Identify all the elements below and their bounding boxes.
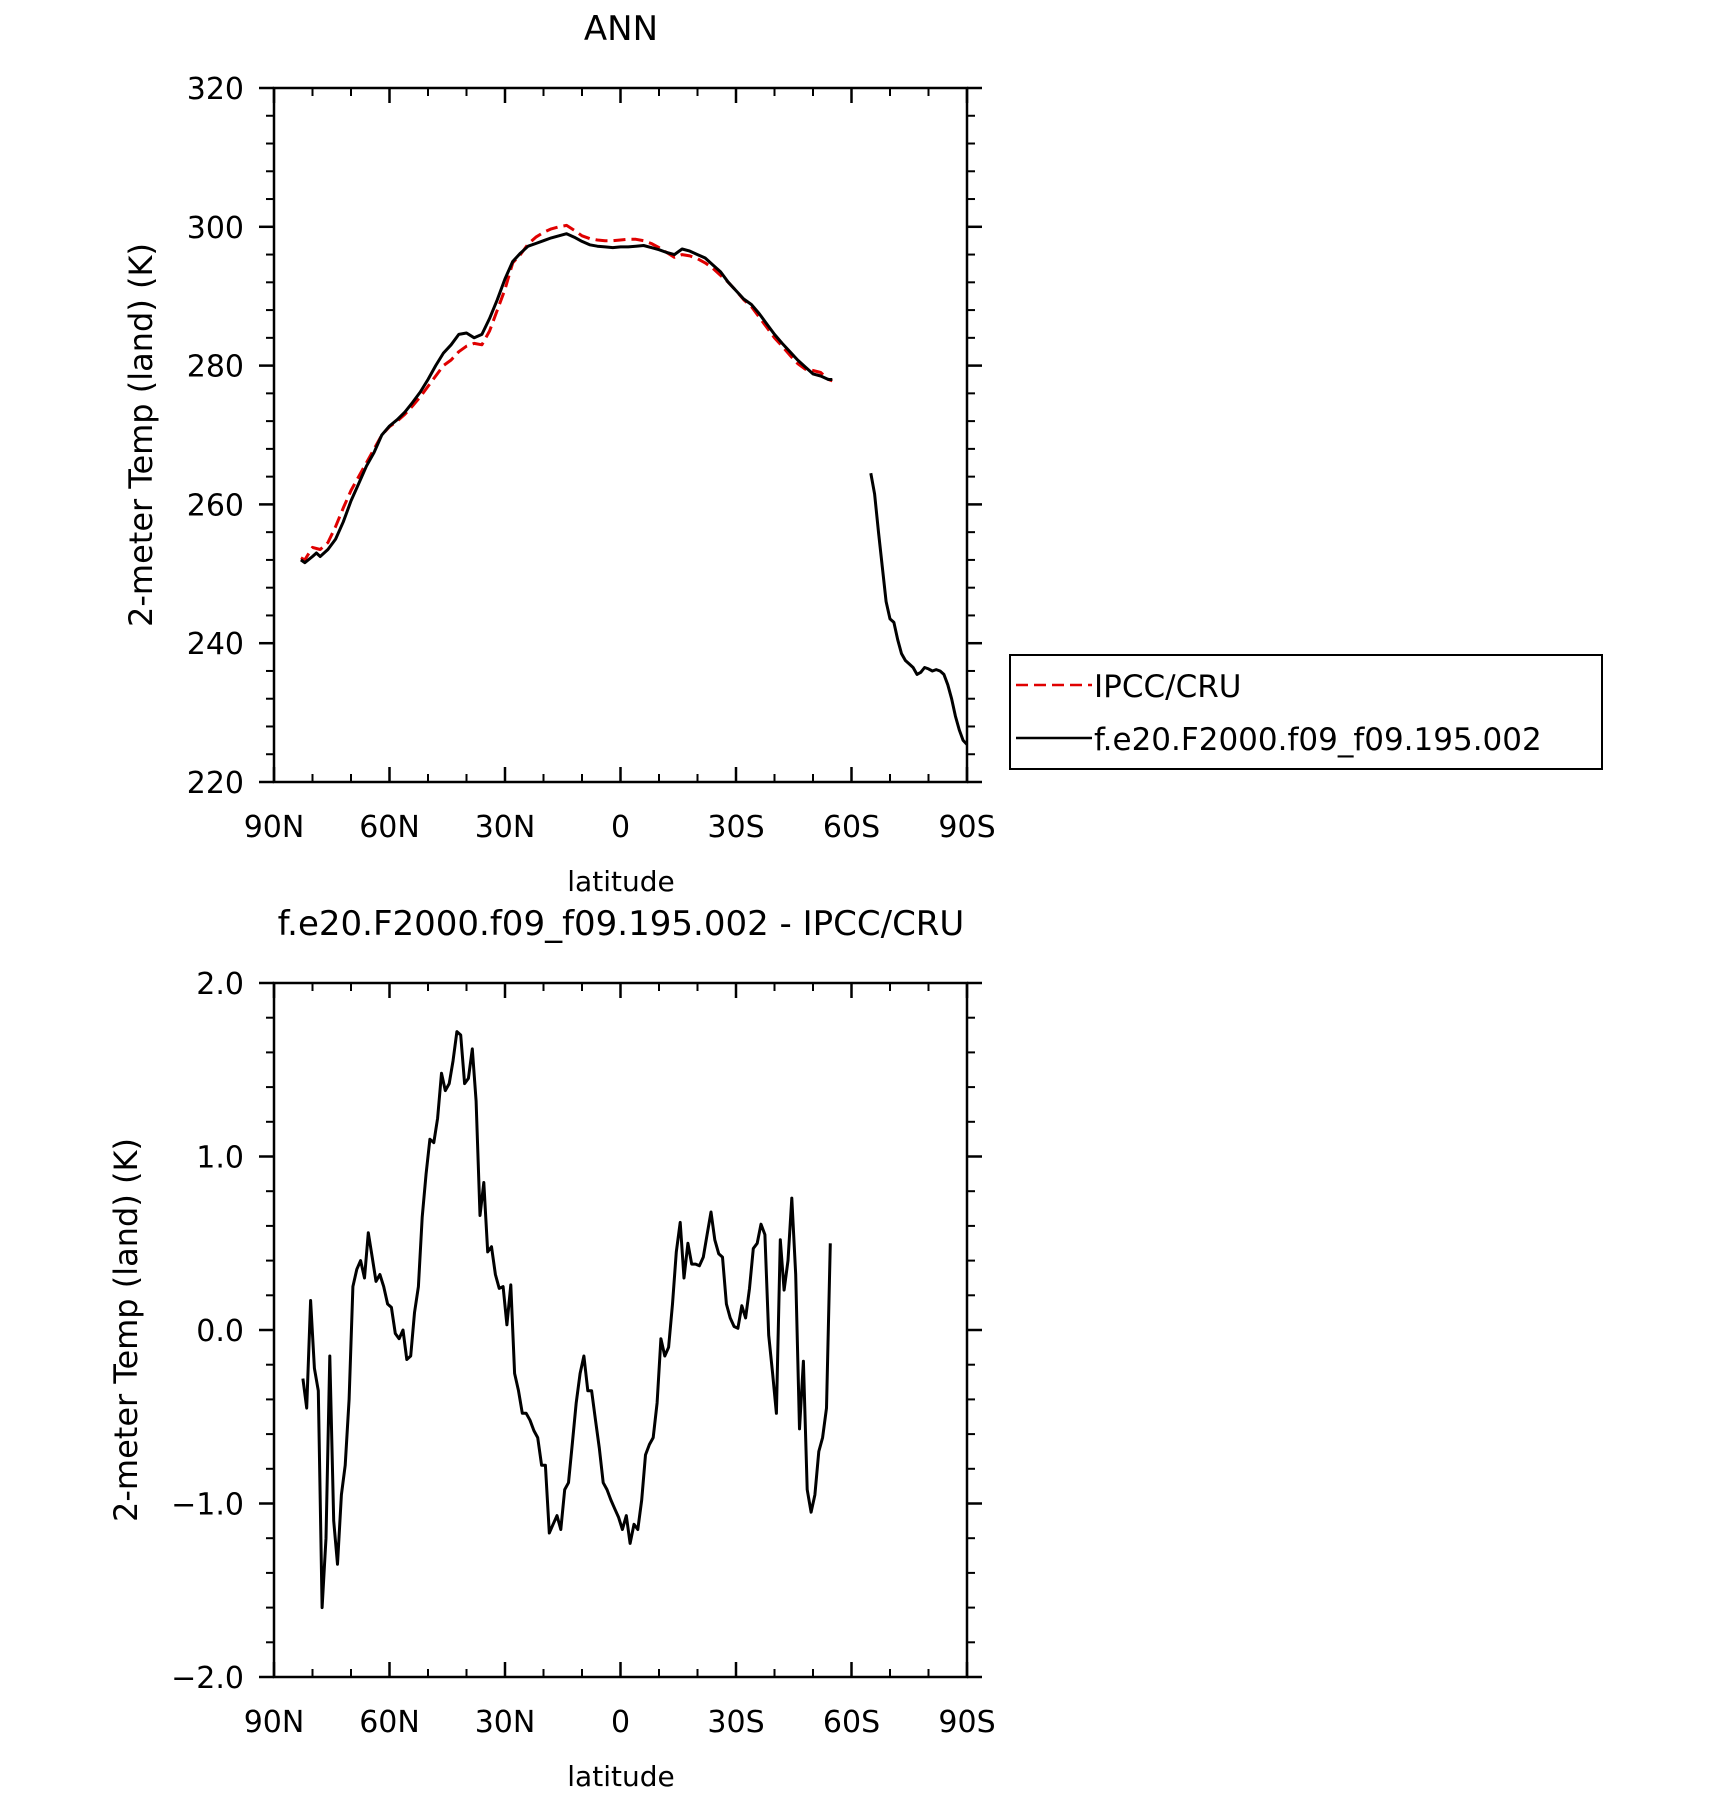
bottom-chart-ylabel: 2-meter Temp (land) (K) <box>107 1138 145 1522</box>
top-y-tick-label: 280 <box>187 350 244 385</box>
bottom-chart-ticks <box>259 981 982 1679</box>
top-y-tick-label: 300 <box>187 211 244 246</box>
top-y-tick-label: 220 <box>187 766 244 801</box>
bottom-x-tick-label: 30N <box>475 1705 536 1740</box>
top-x-tick-label: 60N <box>359 810 420 845</box>
top-y-tick-label: 260 <box>187 488 244 523</box>
top-y-tick-label: 320 <box>187 72 244 107</box>
bottom-chart-panel: f.e20.F2000.f09_f09.195.002 - IPCC/CRU −… <box>107 904 996 1793</box>
bottom-y-tick-label: 2.0 <box>196 967 244 1002</box>
legend-box <box>1009 654 1603 770</box>
bottom-y-tick-label: −2.0 <box>171 1661 244 1696</box>
bottom-chart-xlabel: latitude <box>567 1760 674 1793</box>
top-chart-legend: IPCC/CRU f.e20.F2000.f09_f09.195.002 <box>1009 654 1603 770</box>
bottom-chart-title: f.e20.F2000.f09_f09.195.002 - IPCC/CRU <box>278 904 965 944</box>
bottom-chart-y-tick-labels: −2.0 −1.0 0.0 1.0 2.0 <box>171 967 244 1696</box>
top-chart-x-tick-labels: 90N 60N 30N 0 30S 60S 90S <box>244 810 996 845</box>
top-chart-y-tick-labels: 220 240 260 280 300 320 <box>187 72 244 801</box>
top-x-tick-label: 30N <box>475 810 536 845</box>
bottom-y-tick-label: 1.0 <box>196 1141 244 1176</box>
top-chart-ylabel: 2-meter Temp (land) (K) <box>122 243 160 627</box>
bottom-series-line-difference <box>301 1030 832 1610</box>
legend-label-model: f.e20.F2000.f09_f09.195.002 <box>1094 722 1542 758</box>
top-series-line-f-e20-f2000-f09-f09-195-002 <box>300 232 833 565</box>
bottom-x-tick-label: 60N <box>359 1705 420 1740</box>
bottom-chart-x-tick-labels: 90N 60N 30N 0 30S 60S 90S <box>244 1705 996 1740</box>
bottom-y-tick-label: −1.0 <box>171 1488 244 1523</box>
legend-label-ipcc-cru: IPCC/CRU <box>1094 669 1241 705</box>
bottom-x-tick-label: 60S <box>823 1705 880 1740</box>
top-chart-ticks <box>259 86 982 784</box>
bottom-x-tick-label: 90N <box>244 1705 305 1740</box>
top-series-line-f-e20-f2000-f09-f09-195-002 <box>869 472 969 746</box>
top-chart-title: ANN <box>584 9 658 49</box>
top-x-tick-label: 60S <box>823 810 880 845</box>
bottom-y-tick-label: 0.0 <box>196 1314 244 1349</box>
top-series-line-ipcc-cru <box>300 223 833 562</box>
bottom-x-tick-label: 30S <box>707 1705 764 1740</box>
top-chart-frame <box>272 86 969 784</box>
bottom-x-tick-label: 90S <box>938 1705 995 1740</box>
top-x-tick-label: 90S <box>938 810 995 845</box>
bottom-chart-series-group <box>301 1030 832 1610</box>
top-x-tick-label: 0 <box>611 810 630 845</box>
top-x-tick-label: 90N <box>244 810 305 845</box>
bottom-x-tick-label: 0 <box>611 1705 630 1740</box>
top-y-tick-label: 240 <box>187 627 244 662</box>
top-x-tick-label: 30S <box>707 810 764 845</box>
top-chart-series-group <box>300 223 969 746</box>
top-chart-xlabel: latitude <box>567 865 674 898</box>
bottom-chart-frame <box>272 981 969 1679</box>
